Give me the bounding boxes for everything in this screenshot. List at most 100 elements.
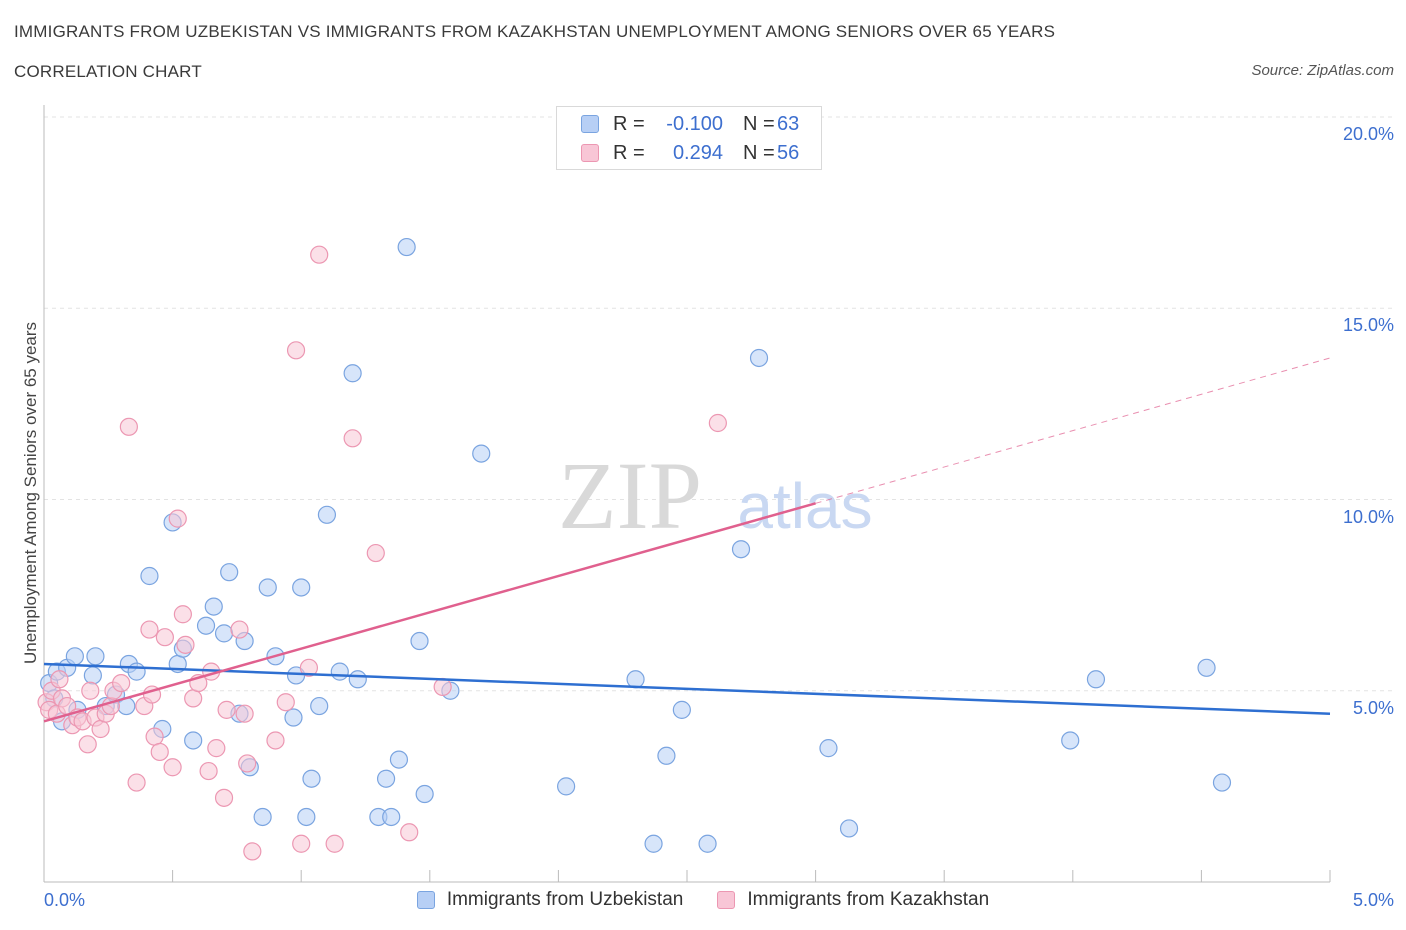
data-point <box>672 700 691 719</box>
data-point <box>155 628 174 647</box>
data-point <box>330 662 349 681</box>
data-point <box>557 777 576 796</box>
legend-n-label: N = <box>743 112 775 135</box>
data-point <box>410 631 429 651</box>
data-point <box>127 773 146 792</box>
x-tick-label: 5.0% <box>1352 890 1394 910</box>
data-point <box>230 620 249 639</box>
data-point <box>140 566 159 586</box>
data-point <box>376 769 396 788</box>
legend-item-label: Immigrants from Kazakhstan <box>747 889 990 910</box>
data-point <box>235 704 254 723</box>
data-point <box>1212 773 1232 792</box>
grid-lines <box>44 116 1395 692</box>
data-point <box>258 578 277 597</box>
source-label: Source: ZipAtlas.com <box>1251 62 1394 79</box>
data-point <box>276 693 295 712</box>
y-tick-label: 20.0% <box>1342 124 1394 144</box>
data-point <box>127 662 146 681</box>
data-point <box>217 700 236 719</box>
data-point <box>644 834 663 853</box>
data-point <box>657 746 676 765</box>
data-point <box>626 670 645 689</box>
data-point <box>214 624 234 643</box>
data-point <box>253 807 272 827</box>
legend-item-uzbekistan[interactable]: Immigrants from Uzbekistan <box>416 889 683 911</box>
data-point <box>86 647 105 666</box>
data-point <box>343 364 362 383</box>
data-point <box>238 754 257 773</box>
correlation-legend: R = -0.100 N = 63 R = 0.294 N = 56 <box>556 106 822 170</box>
data-point <box>292 578 311 597</box>
data-point <box>1197 658 1216 677</box>
data-point <box>83 666 102 685</box>
series-kazakhstan-points <box>37 245 727 861</box>
data-point <box>204 597 223 616</box>
data-point <box>819 739 838 758</box>
data-point <box>91 719 110 739</box>
data-point <box>297 807 316 827</box>
legend-r-label: R = <box>613 141 645 164</box>
y-axis-title: Unemployment Among Seniors over 65 years <box>21 321 40 665</box>
axes <box>43 105 1331 883</box>
data-point <box>65 647 84 666</box>
data-point <box>176 635 195 654</box>
legend-r-value: -0.100 <box>666 112 723 135</box>
data-point <box>266 731 285 750</box>
legend-row-uzbekistan: R = -0.100 N = 63 <box>557 110 799 138</box>
chart-subtitle: CORRELATION CHART <box>14 62 202 81</box>
data-point <box>1061 731 1080 750</box>
data-point <box>163 758 182 777</box>
data-point <box>343 429 362 448</box>
legend-n-value: 63 <box>777 112 800 135</box>
legend-swatch-blue <box>581 115 599 133</box>
data-point <box>472 444 491 463</box>
legend-n-value: 56 <box>777 141 800 164</box>
legend-r-value: 0.294 <box>672 141 723 164</box>
y-tick-label: 5.0% <box>1352 697 1394 718</box>
legend-row-kazakhstan: R = 0.294 N = 56 <box>557 139 799 167</box>
data-point <box>749 348 769 368</box>
data-point <box>119 417 138 436</box>
data-point <box>366 543 385 563</box>
data-point <box>325 834 344 853</box>
x-tick-label: 0.0% <box>44 890 86 910</box>
watermark-zip: ZIP <box>558 442 702 549</box>
data-point <box>284 708 303 727</box>
data-point <box>196 616 216 635</box>
data-point <box>310 245 329 264</box>
legend-r-label: R = <box>613 112 645 135</box>
chart-title: IMMIGRANTS FROM UZBEKISTAN VS IMMIGRANTS… <box>14 22 1056 41</box>
data-point <box>397 237 416 257</box>
data-point <box>310 696 329 716</box>
data-point <box>168 509 187 528</box>
data-point <box>382 807 401 827</box>
data-point <box>433 677 452 697</box>
data-point <box>292 834 311 853</box>
data-point <box>731 540 751 559</box>
data-point <box>78 735 97 754</box>
data-point <box>173 605 192 624</box>
trend-lines <box>43 357 1331 723</box>
data-point <box>1086 670 1106 689</box>
data-point <box>317 505 337 524</box>
data-point <box>50 670 69 689</box>
data-point <box>243 842 262 861</box>
legend-item-kazakhstan[interactable]: Immigrants from Kazakhstan <box>717 889 989 911</box>
data-point <box>207 739 226 758</box>
data-point <box>348 670 367 689</box>
y-tick-label: 15.0% <box>1342 315 1394 336</box>
data-point <box>220 563 239 582</box>
data-point <box>389 750 409 769</box>
trend-line-kazakhstan-extrapolated <box>815 357 1331 504</box>
y-tick-label: 10.0% <box>1342 506 1394 527</box>
legend-swatch-pink <box>717 891 736 909</box>
data-point <box>184 689 203 708</box>
data-point <box>214 788 234 807</box>
trend-line-uzbekistan <box>43 662 1331 715</box>
series-legend: Immigrants from Uzbekistan Immigrants fr… <box>0 889 1406 911</box>
legend-n-label: N = <box>743 141 775 164</box>
data-point <box>145 727 164 746</box>
data-point <box>400 823 419 842</box>
